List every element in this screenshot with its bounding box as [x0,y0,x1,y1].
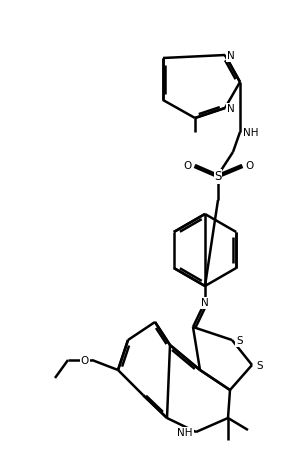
Text: NH: NH [177,428,193,438]
Text: N: N [227,104,235,114]
Text: S: S [236,336,243,346]
Text: S: S [214,170,222,183]
Text: O: O [184,161,192,171]
Text: N: N [227,51,235,61]
Text: O: O [81,356,89,366]
Text: N: N [201,298,209,308]
Text: S: S [256,361,263,371]
Text: O: O [245,161,253,171]
Text: NH: NH [243,128,258,138]
